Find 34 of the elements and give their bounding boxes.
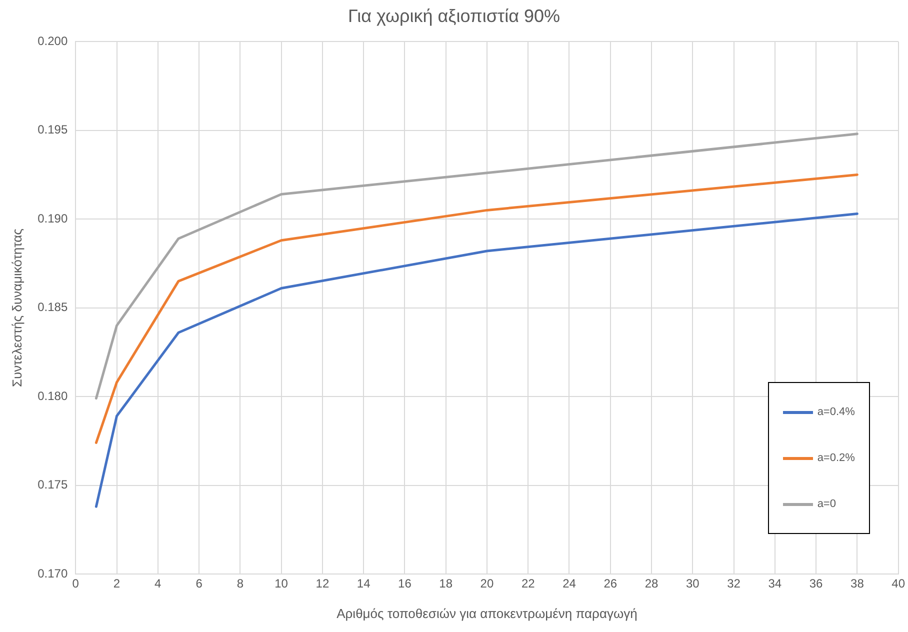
x-tick-label: 8	[236, 576, 244, 591]
x-tick-label: 28	[644, 576, 659, 591]
x-tick-label: 22	[521, 576, 536, 591]
x-tick-label: 12	[316, 576, 330, 591]
x-tick-label: 38	[850, 576, 864, 591]
legend-label: a=0	[817, 498, 836, 510]
x-tick-label: 20	[480, 576, 494, 591]
x-tick-label: 0	[72, 576, 80, 591]
y-tick-label: 0.195	[38, 122, 68, 137]
x-tick-label: 10	[274, 576, 288, 591]
y-tick-label: 0.200	[38, 34, 68, 48]
x-tick-label: 36	[809, 576, 824, 591]
x-axis-title: Αριθμός τοποθεσιών για αποκεντρωμένη παραγωγή	[336, 606, 638, 621]
x-tick-label: 6	[196, 576, 203, 591]
x-tick-label: 2	[113, 576, 120, 591]
x-tick-label: 18	[439, 576, 453, 591]
legend-label: a=0.2%	[817, 452, 855, 464]
legend-label: a=0.4%	[817, 406, 855, 418]
x-tick-label: 34	[768, 576, 782, 591]
y-tick-label: 0.180	[38, 388, 68, 403]
chart-title: Για χωρική αξιοπιστία 90%	[348, 6, 560, 26]
x-tick-label: 26	[604, 576, 618, 591]
y-tick-label: 0.185	[38, 300, 68, 314]
x-tick-label: 32	[727, 576, 741, 591]
x-tick-label: 16	[398, 576, 412, 591]
x-tick-label: 4	[154, 576, 162, 591]
y-tick-label: 0.175	[38, 478, 68, 492]
y-axis-title: Συντελεστής δυναμικότητας	[9, 228, 24, 387]
x-tick-label: 30	[686, 576, 700, 591]
y-tick-label: 0.190	[38, 211, 68, 226]
x-tick-label: 24	[562, 576, 576, 591]
y-tick-label: 0.170	[38, 566, 68, 580]
x-tick-label: 40	[892, 576, 906, 591]
x-tick-label: 14	[356, 576, 371, 591]
